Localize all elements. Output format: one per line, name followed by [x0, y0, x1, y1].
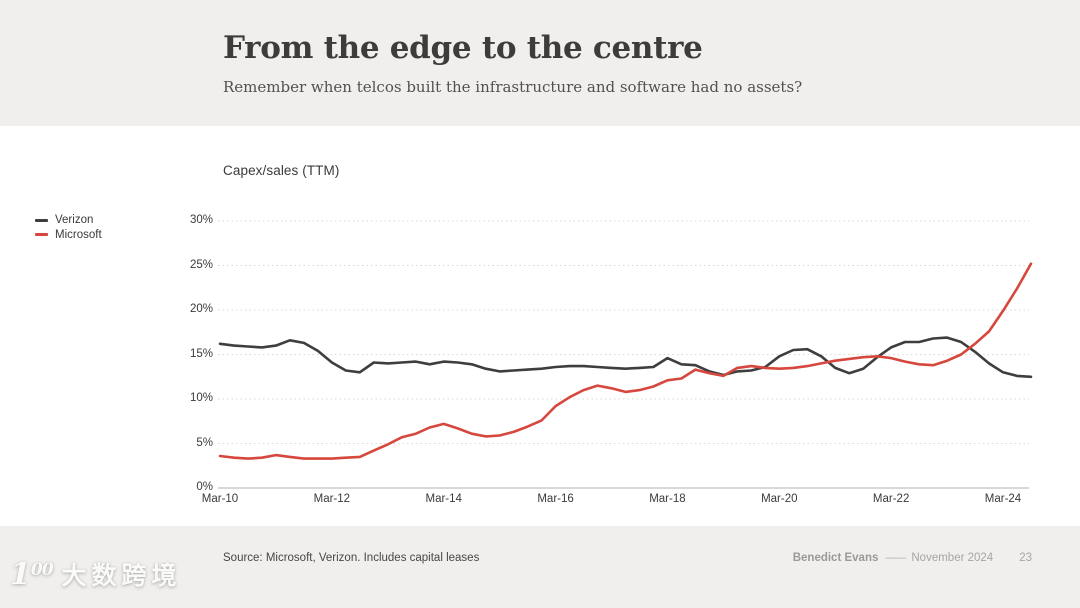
y-tick-label: 30%: [189, 214, 213, 226]
microsoft-line: [218, 262, 1033, 460]
legend-label: Microsoft: [55, 228, 102, 241]
y-tick-label: 10%: [189, 392, 213, 404]
watermark-text: 大数跨境: [61, 560, 182, 590]
legend-item-microsoft: Microsoft: [35, 228, 102, 243]
watermark: 100 大数跨境: [10, 560, 182, 590]
page-title: From the edge to the centre: [223, 30, 703, 66]
header-band: From the edge to the centre Remember whe…: [0, 0, 1080, 126]
legend-label: Verizon: [55, 214, 94, 227]
verizon-line: [218, 336, 1033, 379]
y-tick-label: 20%: [189, 303, 213, 315]
x-tick-label: Mar-20: [761, 493, 798, 505]
chart-legend: Verizon Microsoft: [35, 213, 102, 242]
footer-band: Source: Microsoft, Verizon. Includes cap…: [0, 526, 1080, 608]
source-note: Source: Microsoft, Verizon. Includes cap…: [223, 552, 480, 564]
y-tick-label: 15%: [189, 347, 213, 360]
legend-swatch-icon: [35, 218, 48, 222]
legend-item-verizon: Verizon: [35, 213, 102, 228]
x-tick-label: Mar-14: [425, 493, 462, 505]
legend-swatch-icon: [35, 233, 48, 237]
author-name: Benedict Evans: [792, 552, 879, 564]
x-tick-label: Mar-16: [537, 493, 574, 505]
footer-dash: ——: [885, 552, 906, 564]
x-tick-label: Mar-24: [984, 493, 1022, 505]
y-tick-label: 0%: [196, 481, 213, 493]
y-tick-label: 25%: [189, 258, 213, 271]
x-tick-label: Mar-12: [313, 493, 351, 505]
watermark-logo: 100: [10, 557, 54, 592]
chart-title: Capex/sales (TTM): [223, 163, 340, 178]
x-tick-label: Mar-18: [649, 493, 686, 505]
x-tick-label: Mar-10: [201, 493, 239, 505]
page-subtitle: Remember when telcos built the infrastru…: [223, 78, 803, 96]
page-number: 23: [1019, 552, 1032, 564]
footer-date: November 2024: [911, 552, 994, 564]
y-tick-label: 5%: [196, 436, 213, 449]
footer-credits: Benedict Evans —— November 2024 23: [793, 552, 1032, 564]
x-tick-label: Mar-22: [872, 493, 910, 505]
